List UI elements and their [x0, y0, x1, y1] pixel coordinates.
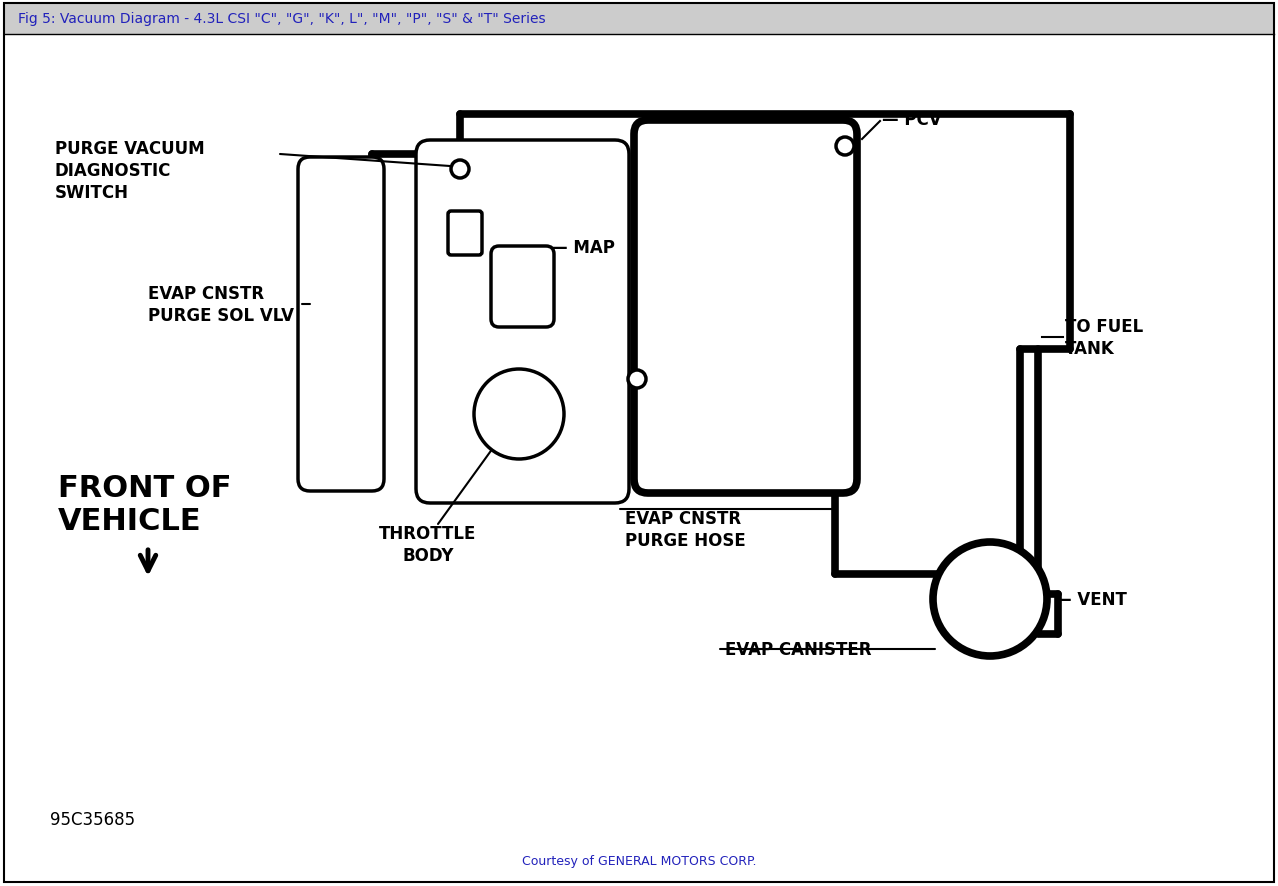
FancyBboxPatch shape [491, 246, 553, 328]
Text: EVAP CANISTER: EVAP CANISTER [725, 641, 872, 658]
FancyBboxPatch shape [417, 141, 629, 503]
FancyBboxPatch shape [449, 212, 482, 256]
Circle shape [627, 370, 645, 389]
Text: — MAP: — MAP [551, 238, 615, 257]
Text: FRONT OF
VEHICLE: FRONT OF VEHICLE [58, 473, 231, 536]
Circle shape [451, 161, 469, 179]
Text: — VENT: — VENT [1056, 590, 1127, 609]
Text: 95C35685: 95C35685 [50, 810, 135, 828]
Text: EVAP CNSTR
PURGE SOL VLV: EVAP CNSTR PURGE SOL VLV [148, 284, 294, 325]
Text: TO FUEL
TANK: TO FUEL TANK [1065, 317, 1144, 358]
Text: PURGE VACUUM
DIAGNOSTIC
SWITCH: PURGE VACUUM DIAGNOSTIC SWITCH [55, 140, 204, 202]
Text: EVAP CNSTR
PURGE HOSE: EVAP CNSTR PURGE HOSE [625, 509, 746, 549]
Text: THROTTLE
BODY: THROTTLE BODY [380, 525, 477, 564]
Circle shape [836, 138, 854, 156]
Bar [4, 4, 1274, 35]
Circle shape [933, 542, 1047, 657]
Text: — PCV: — PCV [882, 111, 942, 128]
Text: Fig 5: Vacuum Diagram - 4.3L CSI "C", "G", "K", L", "M", "P", "S" & "T" Series: Fig 5: Vacuum Diagram - 4.3L CSI "C", "G… [18, 12, 546, 26]
Text: Courtesy of GENERAL MOTORS CORP.: Courtesy of GENERAL MOTORS CORP. [521, 854, 757, 867]
FancyBboxPatch shape [298, 158, 383, 492]
FancyBboxPatch shape [634, 120, 858, 494]
Circle shape [474, 369, 564, 460]
